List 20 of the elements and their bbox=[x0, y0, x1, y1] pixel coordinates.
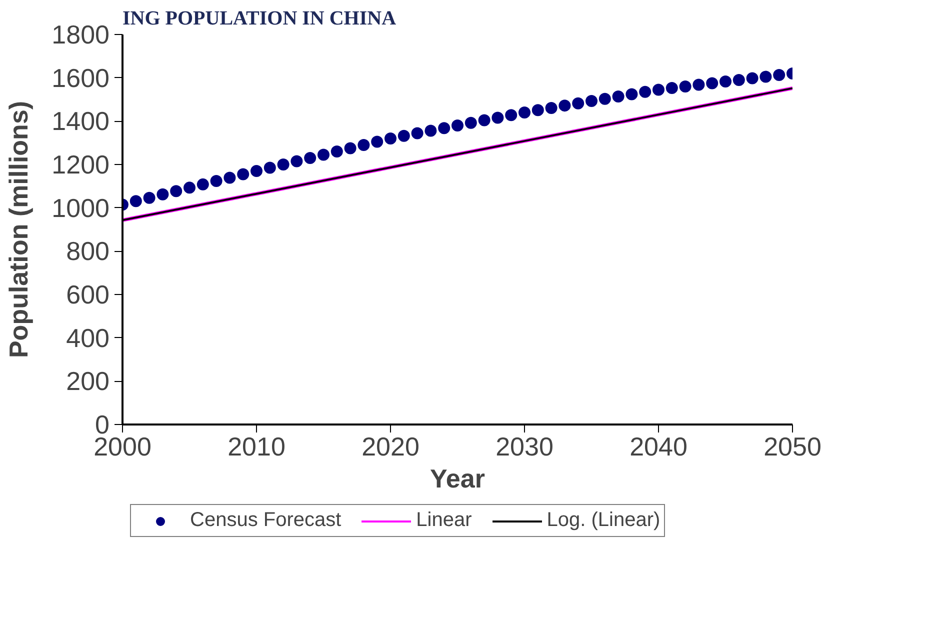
x-axis-title: Year bbox=[430, 464, 485, 494]
x-tick-label: 2050 bbox=[764, 432, 822, 462]
y-tick-label: 1600 bbox=[52, 62, 110, 93]
legend-label: Linear bbox=[416, 509, 472, 532]
y-tick-label: 800 bbox=[66, 236, 110, 266]
x-tick-label: 2030 bbox=[496, 432, 554, 462]
y-tick-label: 1400 bbox=[52, 106, 110, 136]
x-tick-label: 2010 bbox=[228, 432, 286, 462]
legend-label: Census Forecast bbox=[190, 509, 342, 532]
x-tick-label: 2020 bbox=[362, 432, 420, 462]
y-tick-label: 600 bbox=[66, 280, 110, 310]
y-tick-label: 1200 bbox=[52, 150, 110, 180]
y-tick-label: 1000 bbox=[52, 192, 110, 223]
y-tick-label: 400 bbox=[66, 322, 110, 353]
y-axis-title: Population (millions) bbox=[4, 100, 34, 358]
x-tick-label: 2040 bbox=[630, 432, 688, 462]
y-tick-label: 1800 bbox=[52, 20, 110, 50]
legend-label: Log. (Linear) bbox=[546, 509, 660, 532]
chart-title: ING POPULATION IN CHINA bbox=[122, 8, 397, 30]
y-tick-label: 200 bbox=[66, 366, 110, 396]
